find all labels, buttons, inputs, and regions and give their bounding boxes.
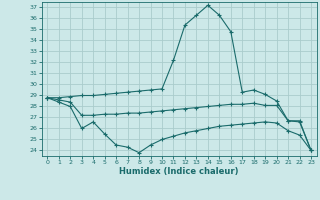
X-axis label: Humidex (Indice chaleur): Humidex (Indice chaleur): [119, 167, 239, 176]
